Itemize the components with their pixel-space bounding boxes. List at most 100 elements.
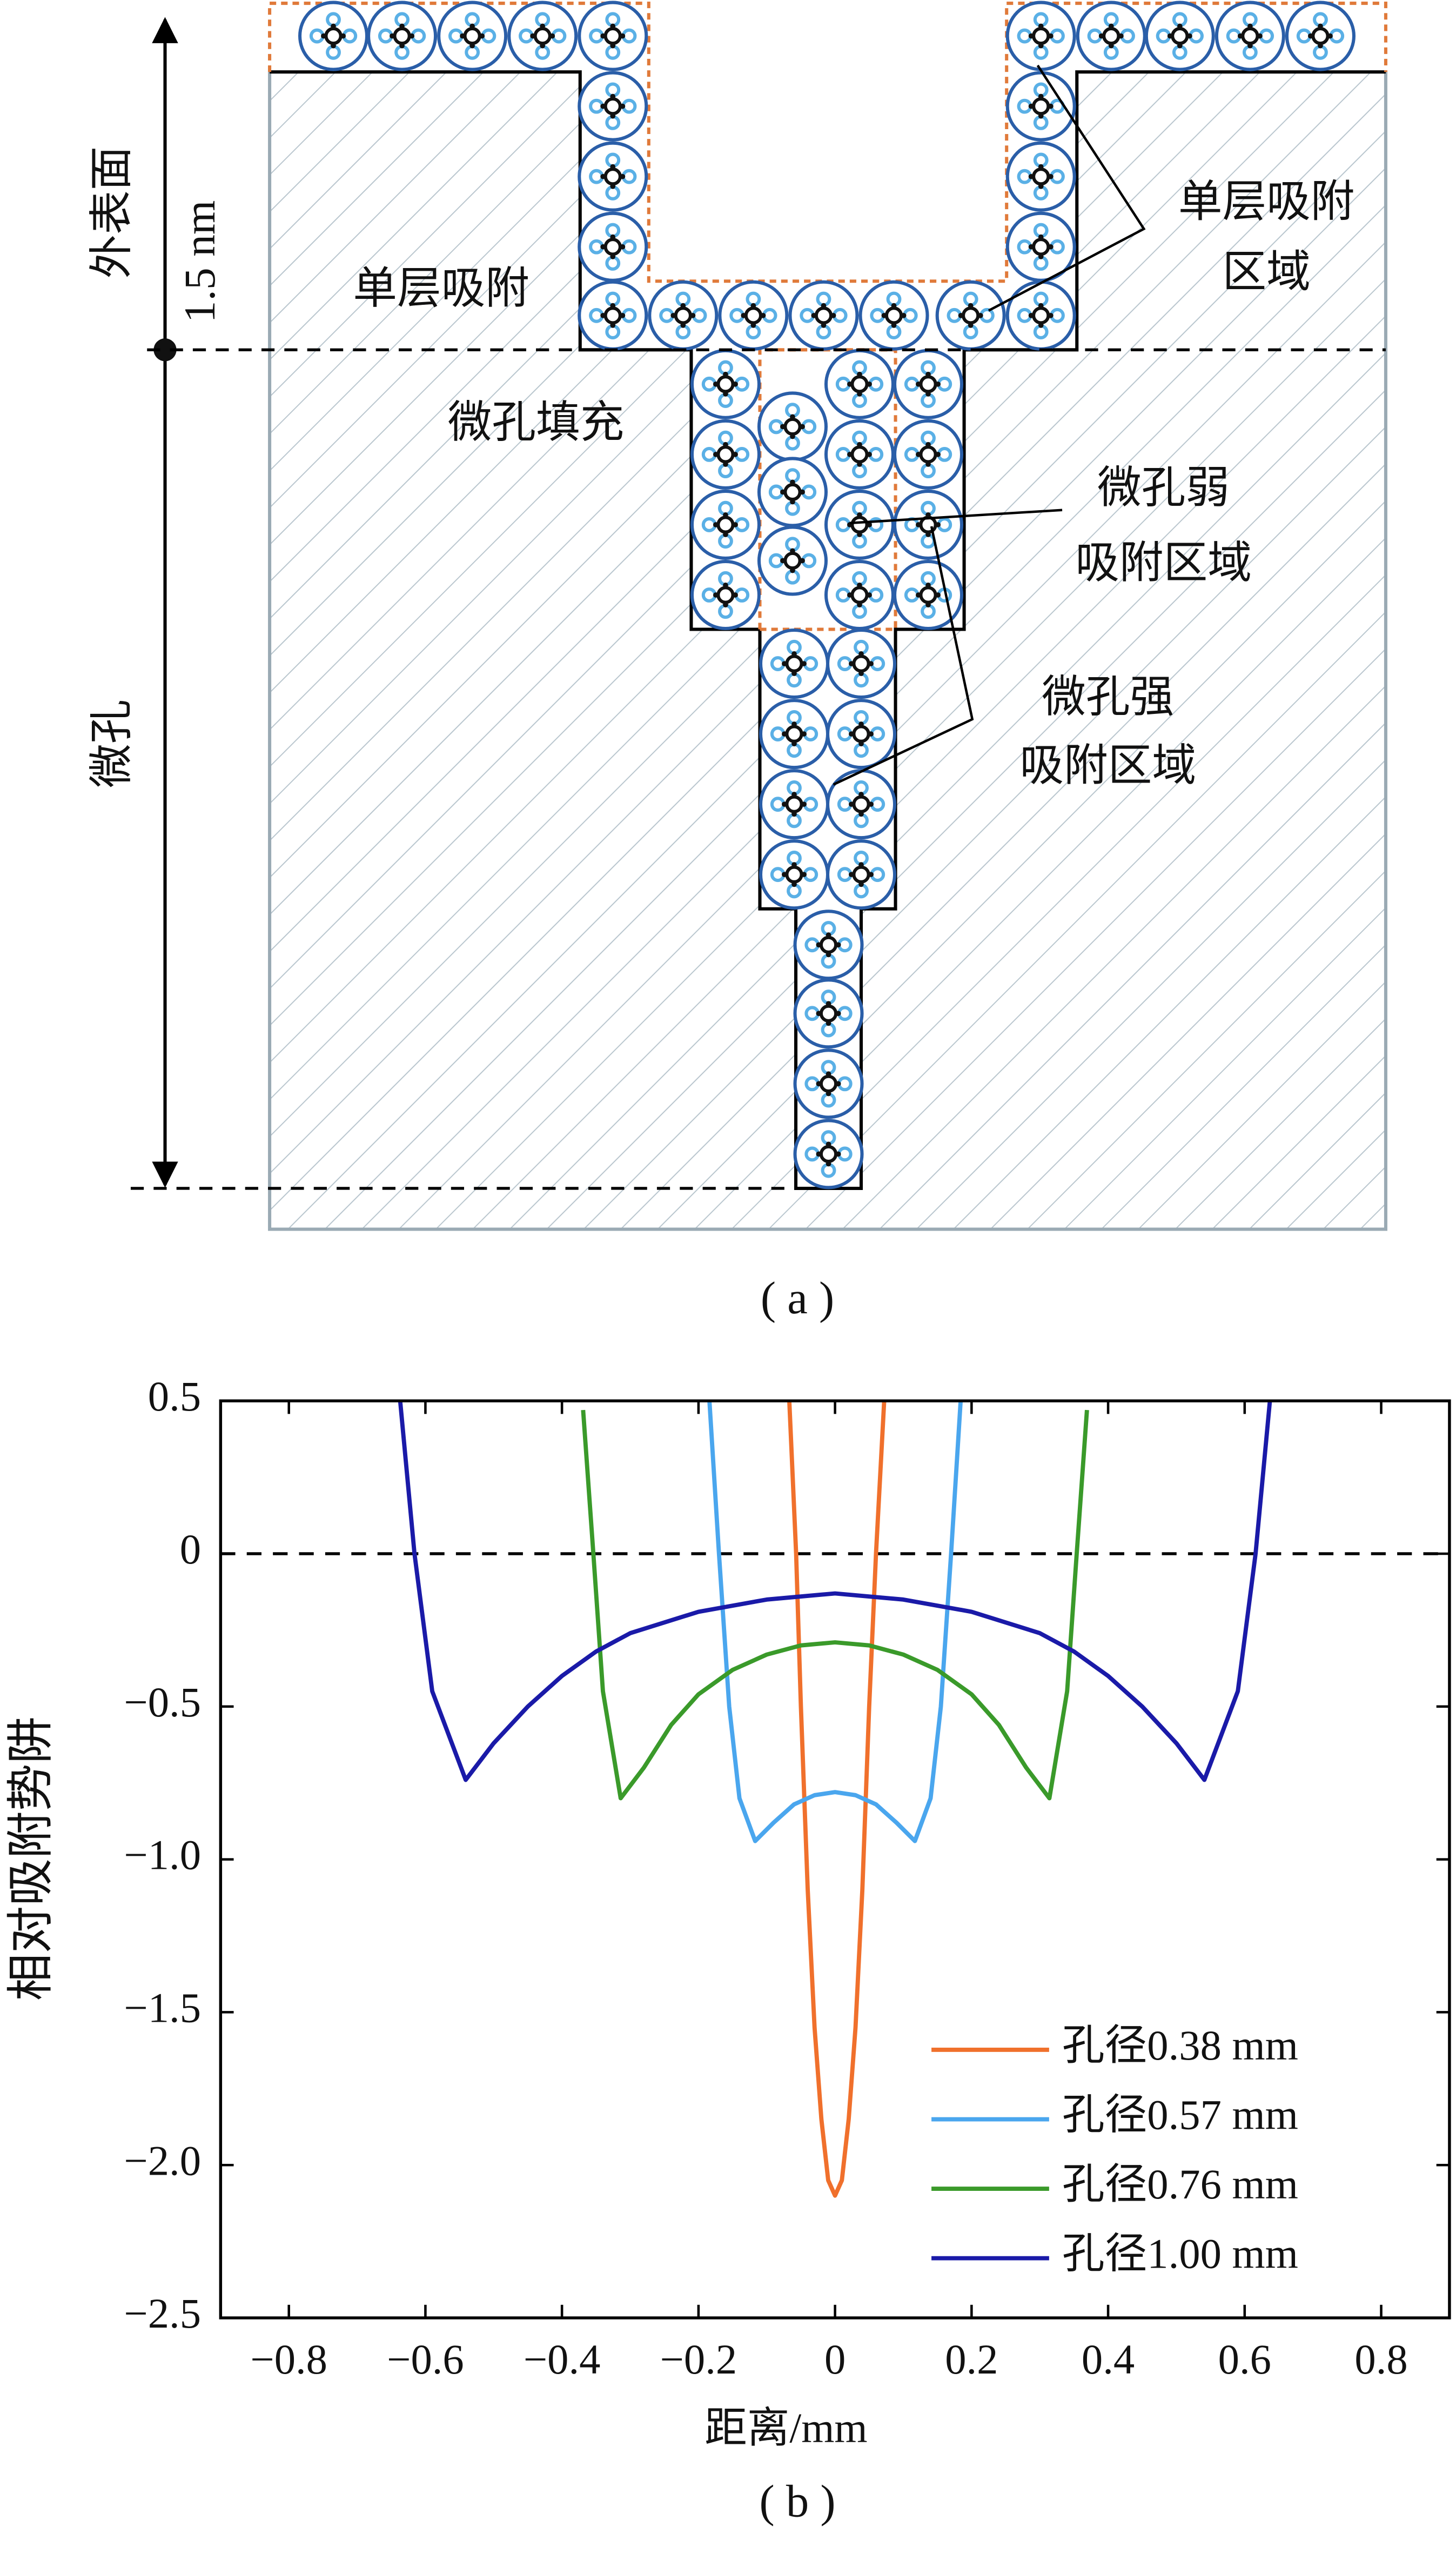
molecule (578, 71, 648, 142)
molecule (507, 1, 578, 71)
core-atom (868, 661, 874, 666)
label: 单层吸附 (353, 263, 529, 314)
core-atom (1028, 103, 1034, 109)
core-atom (690, 312, 696, 318)
core-atom (1038, 93, 1044, 99)
core-atom (847, 592, 853, 598)
core-atom (968, 303, 974, 309)
core-atom (1028, 244, 1034, 250)
core-atom (881, 312, 887, 318)
molecule (826, 699, 897, 770)
core-atom (867, 592, 872, 598)
label: 单层吸附 (1178, 176, 1355, 228)
core-atom (791, 651, 797, 657)
core-atom (750, 323, 756, 328)
molecule (1144, 1, 1215, 71)
molecule-shell (690, 559, 761, 631)
core-atom (1038, 113, 1044, 119)
core-atom (610, 234, 616, 240)
core-atom (1048, 312, 1054, 318)
x-tick-label: −0.2 (660, 2336, 737, 2383)
molecule (858, 280, 929, 351)
core-atom (958, 312, 964, 318)
core-atom (791, 792, 797, 797)
core-atom (790, 499, 795, 505)
core-atom (811, 312, 817, 318)
molecule (793, 910, 864, 980)
core-atom (1247, 43, 1253, 49)
core-atom (790, 548, 795, 554)
core-atom (1177, 23, 1183, 29)
leader (833, 526, 974, 786)
core-atom (916, 381, 921, 387)
core-atom (780, 558, 786, 564)
x-tick-label: −0.6 (387, 2336, 464, 2383)
molecule (759, 699, 830, 770)
core-atom (916, 522, 921, 527)
core-atom (790, 567, 795, 573)
molecule-shell (858, 280, 929, 351)
core-atom (977, 312, 983, 318)
core-atom (600, 244, 606, 250)
core-atom (857, 371, 862, 377)
core-atom (968, 323, 974, 328)
core-atom (610, 113, 616, 119)
core-atom (858, 651, 864, 657)
y-tick-label: −2.5 (124, 2290, 201, 2337)
core-atom (620, 173, 626, 179)
core-atom (1028, 33, 1034, 39)
molecule-shell (1005, 71, 1076, 142)
core-atom (858, 862, 864, 867)
molecule-shell (1005, 141, 1076, 212)
core-atom (469, 43, 475, 49)
core-atom (800, 489, 805, 495)
core-atom (857, 462, 862, 467)
molecule (690, 559, 761, 631)
core-atom (826, 1161, 831, 1167)
x-tick-label: 0 (824, 2336, 846, 2383)
molecule-shell (1144, 1, 1215, 71)
core-atom (790, 479, 795, 485)
core-atom (340, 33, 346, 39)
core-atom (1108, 23, 1114, 29)
core-atom (801, 801, 807, 807)
plot-frame (219, 1399, 1451, 2319)
x-tick-label: 0.2 (945, 2336, 998, 2383)
core-atom (925, 371, 931, 377)
label: 微孔弱 (1097, 462, 1230, 513)
molecule (298, 1, 369, 71)
core-atom (867, 522, 872, 527)
core-atom (857, 602, 862, 607)
core-atom (713, 522, 719, 527)
core-atom (620, 312, 626, 318)
core-atom (680, 303, 686, 309)
core-atom (858, 811, 864, 817)
molecule (1005, 71, 1076, 142)
molecule (1215, 1, 1285, 71)
core-atom (816, 1151, 822, 1157)
core-atom (1327, 33, 1333, 39)
core-atom (925, 442, 931, 447)
core-atom (867, 381, 872, 387)
molecule-shell (826, 699, 897, 770)
core-atom (849, 872, 854, 878)
core-atom (826, 1020, 831, 1026)
core-atom (1187, 33, 1192, 39)
molecule-shell (757, 525, 828, 596)
core-atom (1038, 254, 1044, 259)
core-atom (868, 872, 874, 878)
label: 微孔 (86, 700, 137, 788)
molecule-shell (690, 489, 761, 560)
molecule-shell (578, 1, 648, 71)
molecule (824, 419, 895, 490)
core-atom (610, 93, 616, 99)
core-atom (390, 33, 395, 39)
molecule (788, 280, 859, 351)
core-atom (847, 381, 853, 387)
core-atom (801, 731, 807, 737)
molecule-shell (507, 1, 578, 71)
label: 吸附区域 (1019, 740, 1196, 791)
molecule (757, 457, 828, 527)
molecule (757, 525, 828, 596)
